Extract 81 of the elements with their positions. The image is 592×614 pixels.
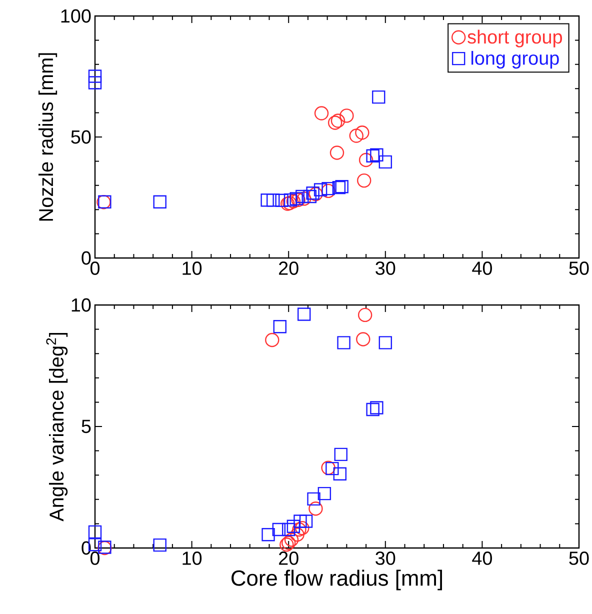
- point: [357, 173, 372, 188]
- point: [297, 308, 311, 321]
- point: [294, 514, 307, 528]
- x-tick-label: 20: [279, 552, 298, 565]
- point: [366, 149, 380, 162]
- point: [284, 193, 298, 207]
- point: [273, 320, 286, 334]
- point: [260, 194, 274, 207]
- point: [308, 187, 323, 202]
- point: [340, 108, 354, 123]
- point: [153, 538, 166, 552]
- point: [328, 116, 342, 130]
- point: [356, 332, 370, 346]
- point: [296, 190, 309, 204]
- point: [265, 332, 280, 348]
- point: [262, 528, 275, 542]
- x-tick-label: 30: [376, 552, 396, 565]
- point: [332, 180, 346, 194]
- point: [366, 402, 380, 416]
- x-tick-label: 10: [182, 552, 202, 565]
- point: [307, 492, 320, 506]
- point: [337, 336, 350, 350]
- point: [335, 180, 348, 194]
- y-tick-label: 100: [61, 9, 91, 23]
- x-tick-label: 50: [569, 262, 589, 275]
- point: [272, 522, 286, 536]
- point: [282, 522, 296, 536]
- point: [321, 460, 336, 475]
- point: [88, 76, 102, 90]
- point: [295, 520, 310, 536]
- point: [378, 155, 392, 169]
- point: [318, 486, 332, 500]
- point: [299, 514, 313, 528]
- y-tick-label: 0: [82, 251, 91, 265]
- point: [372, 90, 386, 104]
- x-tick-label: 0: [90, 552, 100, 565]
- point: [292, 522, 306, 537]
- point: [370, 148, 384, 162]
- point: [314, 183, 328, 196]
- y-tick-label: 5: [82, 420, 91, 434]
- y-axis-title: Nozzle radius [mm]: [38, 53, 58, 221]
- x-axis-title: Core flow radius [mm]: [232, 570, 442, 590]
- point: [326, 462, 339, 476]
- point: [334, 448, 348, 462]
- x-tick-label: 30: [376, 262, 396, 275]
- point: [378, 336, 392, 350]
- y-tick-label: 50: [71, 130, 91, 144]
- point: [88, 70, 102, 83]
- y-tick-label: 10: [72, 298, 91, 312]
- point: [308, 502, 323, 516]
- point: [314, 106, 329, 120]
- x-tick-label: 40: [472, 552, 492, 565]
- point: [88, 525, 102, 539]
- point: [330, 146, 344, 160]
- x-tick-label: 20: [279, 262, 298, 275]
- legend-label: long group: [472, 50, 559, 69]
- point: [355, 126, 370, 140]
- x-tick-label: 50: [569, 552, 589, 565]
- point: [370, 401, 384, 414]
- point: [322, 182, 335, 196]
- y-axis-title: Angle variance [deg$^{2}$]: [46, 332, 68, 522]
- point: [286, 520, 300, 533]
- point: [275, 194, 288, 207]
- x-tick-label: 40: [472, 262, 492, 275]
- legend-label: short group: [468, 30, 562, 48]
- point: [306, 186, 320, 200]
- point: [358, 152, 374, 168]
- point: [290, 528, 304, 542]
- point: [284, 532, 299, 547]
- point: [266, 194, 280, 207]
- point: [303, 190, 316, 204]
- point: [290, 192, 303, 206]
- point: [296, 192, 312, 206]
- point: [153, 195, 166, 208]
- point: [286, 194, 301, 208]
- x-tick-label: 10: [182, 262, 202, 275]
- point: [358, 308, 372, 322]
- x-tick-label: 0: [90, 262, 100, 275]
- point: [333, 467, 347, 480]
- point: [330, 114, 346, 128]
- point: [349, 128, 364, 143]
